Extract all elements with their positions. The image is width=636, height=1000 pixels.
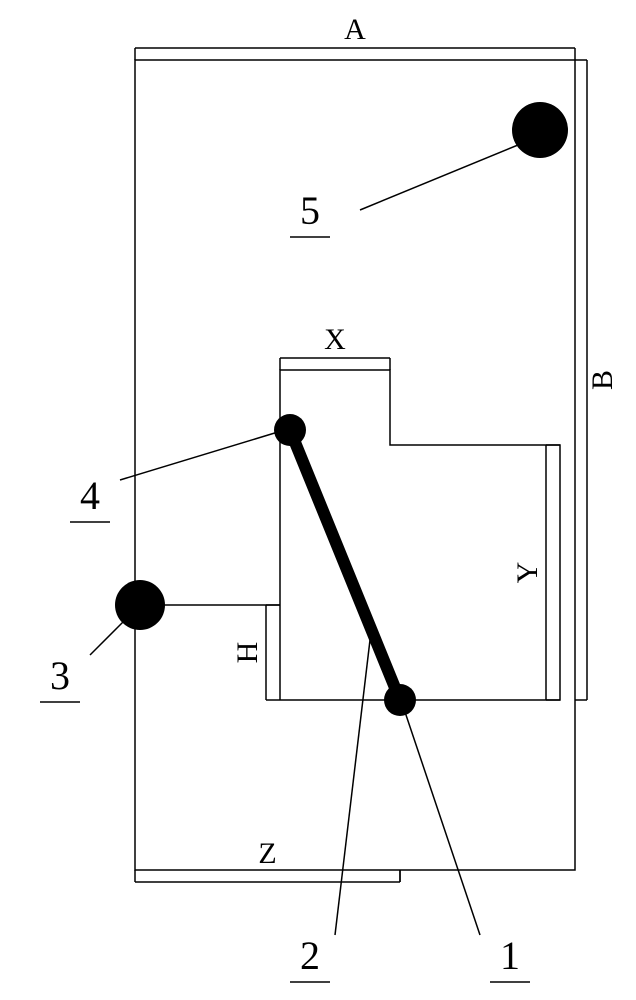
dim-A-label: A — [344, 13, 366, 46]
callout-3-label: 3 — [50, 653, 70, 698]
callout-1-label: 1 — [500, 933, 520, 978]
callout-2-leader — [335, 640, 370, 935]
dim-B-label: B — [586, 370, 619, 390]
node-1 — [384, 684, 416, 716]
callout-3-leader — [90, 620, 125, 655]
callout-2-label: 2 — [300, 933, 320, 978]
outer-rect — [135, 60, 575, 870]
link-2 — [290, 430, 400, 700]
callout-1-leader — [405, 712, 480, 935]
dim-Y-label: Y — [511, 562, 544, 584]
callout-5-label: 5 — [300, 188, 320, 233]
node-5 — [512, 102, 568, 158]
inner-step-outline — [280, 370, 560, 700]
callout-4-label: 4 — [80, 473, 100, 518]
callout-4-leader — [120, 432, 278, 480]
dim-X-label: X — [324, 323, 346, 356]
callout-5-leader — [360, 145, 518, 210]
node-4 — [274, 414, 306, 446]
dim-H-label: H — [231, 642, 264, 664]
dim-Z-label: Z — [258, 837, 276, 870]
